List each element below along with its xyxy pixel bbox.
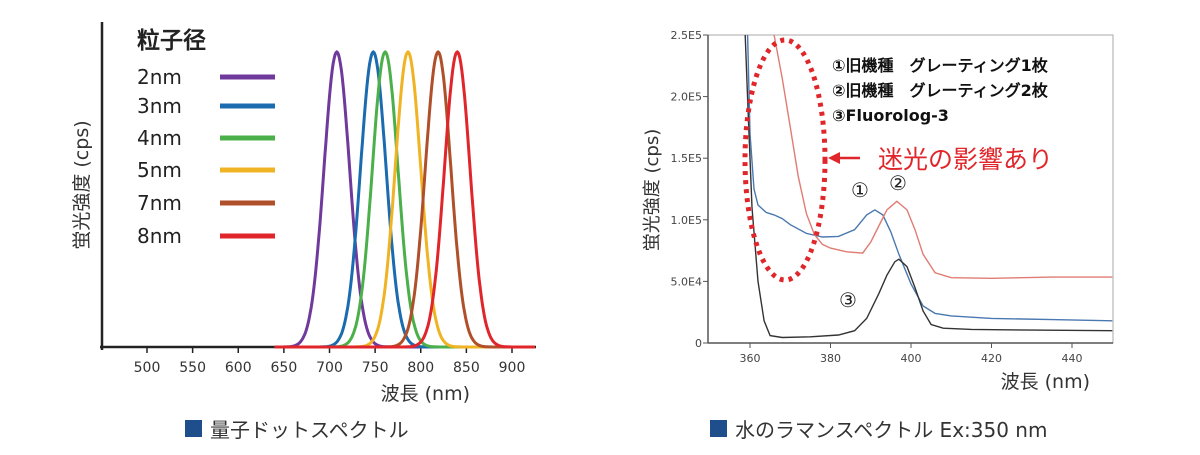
legend-entry: ①旧機種 グレーティング1枚	[832, 56, 1049, 75]
annotation-text: 迷光の影響あり	[878, 145, 1053, 174]
legend-label: 4nm	[137, 126, 182, 150]
y-tick-label: 1.0E5	[671, 214, 702, 227]
series-line-7nm	[274, 49, 535, 349]
annotation-arrow-icon	[828, 152, 840, 164]
curve-label: ③	[839, 288, 857, 312]
series-line-2nm	[274, 49, 535, 349]
legend-title: 粒子径	[137, 27, 206, 54]
series-line-3	[744, 34, 1113, 339]
series-line-8nm	[274, 50, 535, 349]
x-tick-label: 500	[134, 360, 161, 376]
legend-entry: ②旧機種 グレーティング2枚	[832, 81, 1049, 100]
legend-label: 3nm	[137, 94, 182, 118]
y-axis-label: 蛍光強度 (cps)	[71, 120, 93, 249]
x-tick-label: 750	[362, 360, 389, 376]
series-line-4nm	[274, 49, 535, 349]
x-tick-label: 550	[179, 360, 206, 376]
legend-label: 7nm	[137, 191, 182, 215]
x-tick-label: 420	[981, 352, 1002, 365]
caption-right: 水のラマンスペクトル Ex:350 nm	[710, 414, 1047, 443]
x-tick-label: 440	[1062, 352, 1083, 365]
x-tick-label: 700	[316, 360, 343, 376]
x-axis-label: 波長 (nm)	[381, 383, 470, 405]
series-line-3nm	[274, 49, 535, 349]
curve-label: ②	[889, 171, 907, 195]
caption-left-text: 量子ドットスペクトル	[210, 418, 409, 442]
y-tick-label: 5.0E4	[671, 275, 702, 288]
y-tick-label: 2.5E5	[671, 29, 702, 42]
x-tick-label: 380	[820, 352, 841, 365]
x-tick-label: 800	[407, 360, 434, 376]
x-tick-label: 650	[271, 360, 298, 376]
series-line-2	[773, 34, 1113, 280]
curve-label: ①	[851, 178, 869, 202]
series-line-5nm	[274, 49, 535, 349]
x-tick-label: 850	[453, 360, 480, 376]
caption-left: 量子ドットスペクトル	[185, 414, 409, 443]
legend-entry: ③Fluorolog-3	[832, 106, 949, 125]
x-tick-label: 600	[225, 360, 252, 376]
series-line-1	[746, 34, 1113, 322]
x-tick-label: 900	[499, 360, 526, 376]
x-tick-label: 400	[901, 352, 922, 365]
legend-label: 5nm	[137, 158, 182, 182]
legend-label: 2nm	[137, 65, 182, 89]
y-tick-label: 0	[695, 337, 702, 350]
x-axis-label: 波長 (nm)	[1001, 371, 1090, 393]
caption-right-text: 水のラマンスペクトル Ex:350 nm	[735, 418, 1048, 442]
legend-label: 8nm	[137, 224, 182, 248]
y-tick-label: 1.5E5	[671, 152, 702, 165]
caption-square-icon	[185, 420, 202, 437]
x-tick-label: 360	[740, 352, 761, 365]
y-axis-label: 蛍光強度 (cps)	[642, 129, 663, 251]
y-tick-label: 2.0E5	[671, 91, 702, 104]
stray-light-ellipse	[742, 37, 828, 283]
caption-square-icon	[710, 420, 727, 437]
